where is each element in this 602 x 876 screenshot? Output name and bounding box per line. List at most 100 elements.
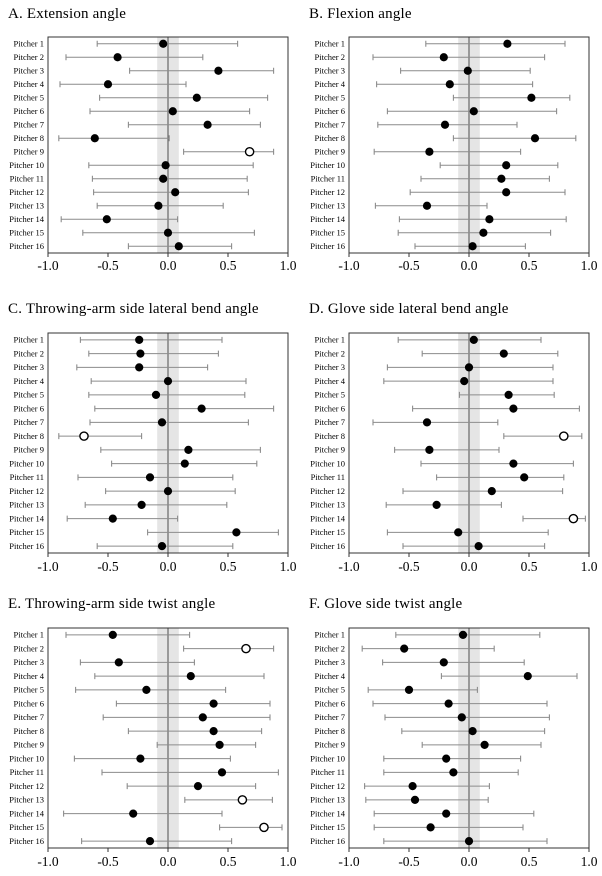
effect-dot-filled (90, 134, 99, 143)
panel-e: E. Throwing-arm side twist angle Pitcher… (0, 585, 301, 876)
pitcher-label: Pitcher 13 (9, 500, 44, 510)
effect-dot-filled (487, 487, 496, 496)
effect-dot-filled (422, 418, 432, 427)
x-tick-label: 0.5 (220, 258, 237, 273)
pitcher-row: Pitcher 2 (14, 348, 219, 358)
pitcher-row: Pitcher 4 (315, 79, 534, 89)
pitcher-label: Pitcher 3 (315, 362, 345, 372)
pitcher-label: Pitcher 12 (9, 486, 44, 496)
pitcher-label: Pitcher 3 (14, 362, 44, 372)
pitcher-row: Pitcher 12 (9, 187, 249, 197)
effect-dot-filled (151, 390, 161, 399)
pitcher-row: Pitcher 3 (14, 362, 209, 372)
pitcher-label: Pitcher 7 (315, 120, 345, 130)
pitcher-row: Pitcher 9 (14, 445, 261, 455)
panel-b-chart: Pitcher 1 Pitcher 2 Pitcher 3 Pitcher 4 Pitc… (310, 36, 598, 273)
pitcher-row: Pitcher 7 (315, 712, 550, 722)
effect-dot-filled (159, 174, 168, 183)
pitcher-row: Pitcher 13 (310, 795, 489, 805)
pitcher-label: Pitcher 11 (10, 472, 44, 482)
effect-dot-filled (504, 390, 513, 399)
pitcher-row: Pitcher 4 (14, 671, 265, 681)
pitcher-label: Pitcher 4 (14, 671, 45, 681)
effect-dot-filled (425, 147, 434, 156)
effect-dot-filled (157, 542, 167, 551)
pitcher-label: Pitcher 13 (310, 500, 345, 510)
effect-dot-filled (442, 809, 451, 818)
panel-c: C. Throwing-arm side lateral bend angle … (0, 290, 301, 585)
pitcher-label: Pitcher 6 (14, 106, 44, 116)
effect-dot-filled (480, 740, 489, 749)
x-tick-label: -0.5 (97, 258, 119, 273)
panel-e-title: E. Throwing-arm side twist angle (8, 596, 216, 612)
effect-dot-filled (108, 630, 117, 639)
pitcher-label: Pitcher 15 (310, 228, 345, 238)
x-tick-label: 1.0 (280, 854, 297, 869)
x-tick-label: -1.0 (37, 854, 59, 869)
pitcher-row: Pitcher 13 (9, 500, 228, 510)
pitcher-label: Pitcher 5 (315, 685, 345, 695)
pitcher-row: Pitcher 2 (315, 52, 546, 62)
panel-c-title: C. Throwing-arm side lateral bend angle (8, 301, 259, 317)
effect-dot-filled (468, 727, 477, 736)
pitcher-label: Pitcher 1 (315, 335, 345, 345)
pitcher-row: Pitcher 15 (310, 228, 552, 238)
pitcher-label: Pitcher 7 (14, 712, 44, 722)
effect-dot-filled (137, 500, 146, 509)
effect-dot-filled (479, 228, 488, 237)
panel-b-title: B. Flexion angle (309, 6, 412, 22)
effect-dot-filled (174, 242, 183, 251)
pitcher-row: Pitcher 10 (310, 753, 522, 763)
pitcher-label: Pitcher 15 (9, 228, 44, 238)
x-tick-label: -1.0 (338, 258, 360, 273)
effect-dot-filled (154, 201, 163, 210)
pitcher-row: Pitcher 5 (14, 93, 269, 103)
effect-dot-filled (193, 782, 203, 791)
pitcher-row: Pitcher 11 (10, 472, 234, 482)
pitcher-label: Pitcher 2 (315, 643, 345, 653)
pitcher-row: Pitcher 14 (310, 214, 567, 224)
pitcher-row: Pitcher 1 (14, 335, 223, 345)
pitcher-label: Pitcher 7 (315, 417, 345, 427)
effect-dot-filled (108, 514, 117, 523)
pitcher-label: Pitcher 14 (310, 214, 345, 224)
effect-dot-filled (503, 39, 512, 48)
pitcher-row: Pitcher 11 (311, 472, 565, 482)
pitcher-row: Pitcher 8 (315, 133, 577, 143)
pitcher-row: Pitcher 14 (310, 808, 535, 818)
effect-dot-filled (214, 66, 223, 75)
pitcher-label: Pitcher 16 (9, 836, 44, 846)
pitcher-label: Pitcher 8 (14, 726, 44, 736)
pitcher-label: Pitcher 2 (14, 348, 44, 358)
pitcher-row: Pitcher 8 (315, 431, 583, 441)
pitcher-label: Pitcher 15 (310, 822, 345, 832)
pitcher-row: Pitcher 15 (310, 822, 524, 832)
pitcher-row: Pitcher 16 (310, 241, 526, 251)
effect-dot-filled (163, 487, 173, 496)
pitcher-label: Pitcher 1 (315, 39, 345, 49)
effect-dot-filled (422, 201, 432, 210)
pitcher-label: Pitcher 4 (315, 376, 346, 386)
pitcher-row: Pitcher 9 (14, 740, 257, 750)
pitcher-row: Pitcher 16 (310, 836, 548, 846)
pitcher-label: Pitcher 11 (10, 174, 44, 184)
pitcher-row: Pitcher 10 (310, 160, 559, 170)
x-tick-label: 0.0 (461, 258, 478, 273)
pitcher-label: Pitcher 12 (9, 187, 44, 197)
effect-dot-filled (171, 188, 180, 197)
pitcher-row: Pitcher 12 (310, 187, 566, 197)
effect-dot-filled (129, 809, 138, 818)
effect-dot-filled (217, 768, 227, 777)
pitcher-row: Pitcher 12 (310, 486, 564, 496)
x-tick-label: 0.5 (521, 559, 538, 574)
pitcher-label: Pitcher 12 (9, 781, 44, 791)
pitcher-label: Pitcher 14 (9, 808, 44, 818)
pitcher-label: Pitcher 13 (9, 201, 44, 211)
pitcher-label: Pitcher 10 (9, 458, 44, 468)
pitcher-row: Pitcher 9 (315, 740, 542, 750)
effect-dot-filled (426, 823, 435, 832)
pitcher-label: Pitcher 8 (315, 431, 345, 441)
pitcher-label: Pitcher 2 (14, 643, 44, 653)
effect-dot-filled (408, 782, 417, 791)
pitcher-label: Pitcher 9 (14, 445, 44, 455)
